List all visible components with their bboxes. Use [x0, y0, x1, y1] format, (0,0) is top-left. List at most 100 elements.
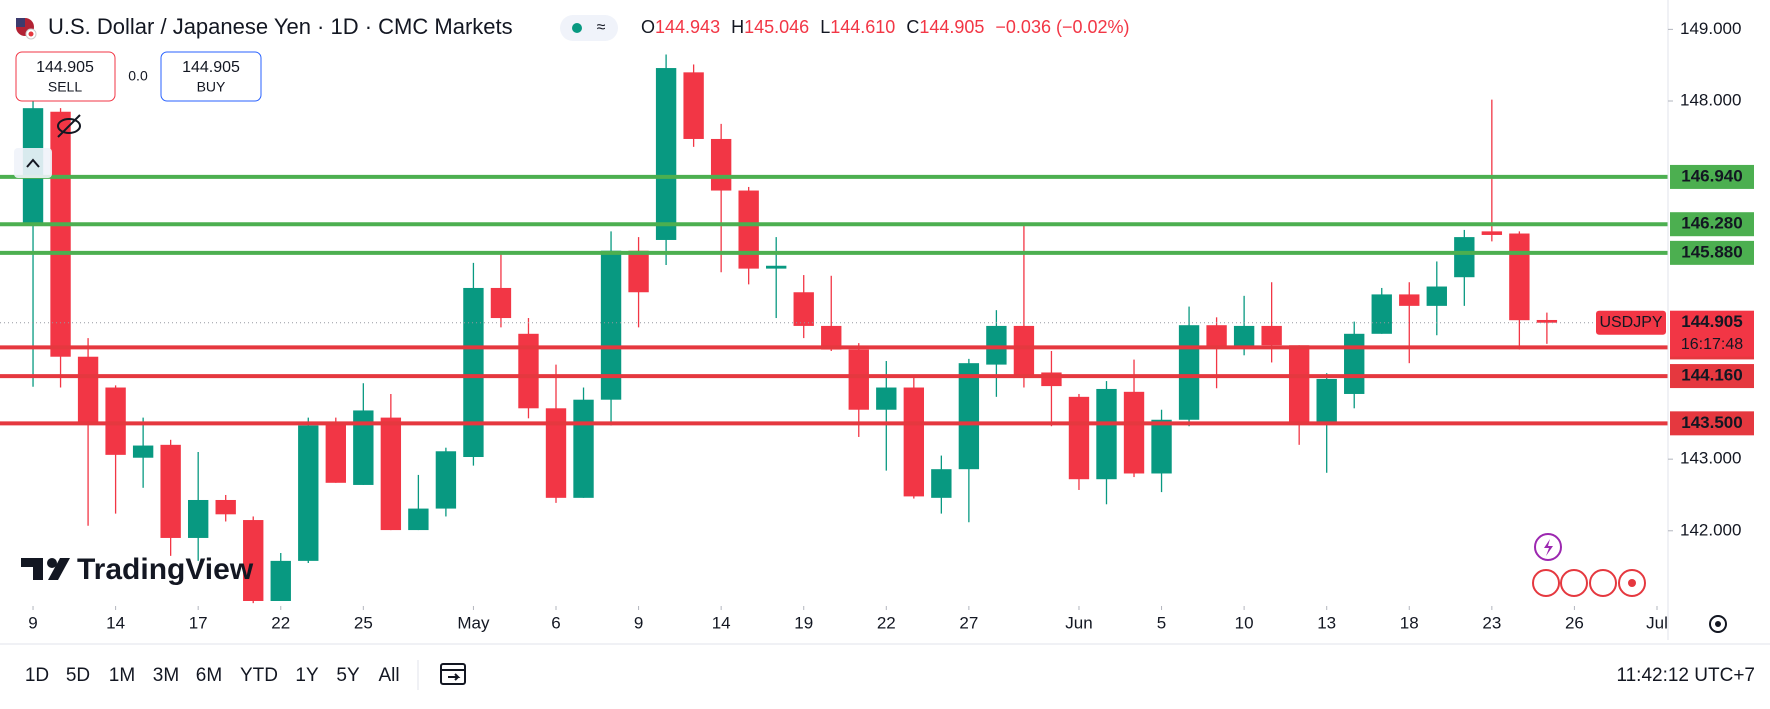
candle-body: [1481, 231, 1503, 235]
tradingview-logo: TradingView: [21, 553, 254, 586]
x-tick-label: 23: [1482, 613, 1501, 632]
buy-button[interactable]: [160, 51, 262, 102]
buy-price: 144.905: [182, 59, 240, 76]
x-tick-label: 13: [1317, 613, 1336, 632]
range-button[interactable]: 1D: [25, 665, 49, 686]
x-tick-label: 19: [794, 613, 813, 632]
candle-body: [931, 469, 952, 498]
candle-body: [490, 287, 512, 319]
range-button[interactable]: 6M: [196, 665, 222, 686]
candle-body: [298, 425, 319, 561]
level-label-box: [1670, 411, 1754, 436]
candle-body: [1536, 319, 1558, 323]
candle-body: [160, 444, 181, 538]
candle-body: [1233, 325, 1255, 347]
candle-body: [821, 325, 842, 350]
candle-body: [325, 423, 346, 483]
x-tick-label: 10: [1235, 613, 1254, 632]
symbol-label: USDJPY: [1599, 314, 1662, 331]
symbol-label-box: [1596, 310, 1666, 335]
candle-body: [655, 68, 677, 240]
candle-body: [1178, 325, 1200, 420]
candle-body: [1013, 325, 1035, 376]
range-button[interactable]: 5D: [66, 665, 90, 686]
ohlc-key: L: [820, 17, 830, 37]
y-tick-label: 143.000: [1680, 449, 1741, 468]
x-tick-label: 9: [28, 613, 37, 632]
x-tick-label: 26: [1565, 613, 1584, 632]
range-button[interactable]: 3M: [153, 665, 179, 686]
level-label-box: [1670, 240, 1754, 265]
level-label: 145.880: [1681, 242, 1742, 261]
x-tick-label: 9: [634, 613, 643, 632]
change: −0.036 (−0.02%): [995, 17, 1129, 37]
candle-body: [1426, 286, 1447, 306]
level-label-box: [1670, 364, 1754, 389]
date-range-icon[interactable]: [440, 663, 466, 685]
delay-icon: ≈: [597, 19, 606, 36]
x-tick-label: Jun: [1065, 613, 1092, 632]
candle-body: [573, 399, 594, 498]
y-tick-label: 149.000: [1680, 19, 1741, 38]
range-button[interactable]: 1M: [109, 665, 135, 686]
x-tick-label: 14: [712, 613, 731, 632]
x-tick-label: 22: [877, 613, 896, 632]
candle-body: [766, 265, 787, 269]
candle-body: [1206, 325, 1227, 347]
x-tick-label: 5: [1157, 613, 1166, 632]
settings-icon[interactable]: [1709, 615, 1727, 633]
hide-indicator-icon[interactable]: [57, 114, 81, 138]
candle-body: [243, 520, 264, 601]
status-pill[interactable]: [560, 15, 618, 41]
level-label-box: [1670, 212, 1754, 237]
candle-body: [1399, 294, 1420, 306]
ohlc-key: C: [906, 17, 919, 37]
sell-label: SELL: [48, 79, 82, 95]
x-tick-label: 6: [551, 613, 560, 632]
candle-body: [958, 363, 980, 470]
candle-body: [50, 111, 71, 357]
candle-body: [1123, 391, 1145, 474]
ohlc-value: 144.943: [655, 17, 720, 37]
range-button[interactable]: 5Y: [336, 665, 360, 686]
y-tick-label: 142.000: [1680, 520, 1741, 539]
price-label: 144.905: [1681, 312, 1742, 331]
symbol-title[interactable]: U.S. Dollar / Japanese Yen · 1D · CMC Ma…: [48, 14, 513, 39]
candle-body: [77, 356, 99, 424]
x-tick-label: 17: [189, 613, 208, 632]
collapse-button[interactable]: [14, 148, 52, 178]
candle-body: [1509, 233, 1530, 321]
level-label-box: [1670, 164, 1754, 189]
candle-body: [1344, 333, 1365, 394]
candle-body: [1454, 237, 1475, 278]
candle-body: [848, 349, 869, 410]
candle-body: [187, 499, 209, 538]
x-tick-label: Jul: [1646, 613, 1668, 632]
candle-body: [1288, 345, 1310, 425]
candle-body: [1068, 396, 1090, 480]
event-icons[interactable]: [1532, 533, 1646, 597]
market-open-dot: [572, 23, 582, 33]
logo-text: TradingView: [77, 553, 254, 586]
x-tick-label: 14: [106, 613, 125, 632]
level-label: 144.160: [1681, 366, 1742, 385]
candle-body: [435, 451, 457, 509]
candle-body: [545, 408, 567, 498]
candle-body: [132, 445, 154, 458]
range-button[interactable]: YTD: [240, 665, 278, 686]
clock[interactable]: 11:42:12 UTC+7: [1616, 665, 1755, 686]
range-button[interactable]: All: [378, 665, 399, 686]
candle-body: [408, 508, 429, 531]
candle-body: [215, 499, 236, 515]
y-tick-label: 148.000: [1680, 90, 1741, 109]
candle-body: [628, 250, 649, 293]
candle-body: [793, 292, 814, 326]
ohlc-value: 144.905: [919, 17, 984, 37]
countdown: 16:17:48: [1681, 336, 1743, 353]
range-button[interactable]: 1Y: [295, 665, 319, 686]
sell-button[interactable]: [15, 51, 116, 102]
candle-body: [600, 250, 622, 400]
level-label: 143.500: [1681, 413, 1742, 432]
ohlc-value: 144.610: [830, 17, 895, 37]
